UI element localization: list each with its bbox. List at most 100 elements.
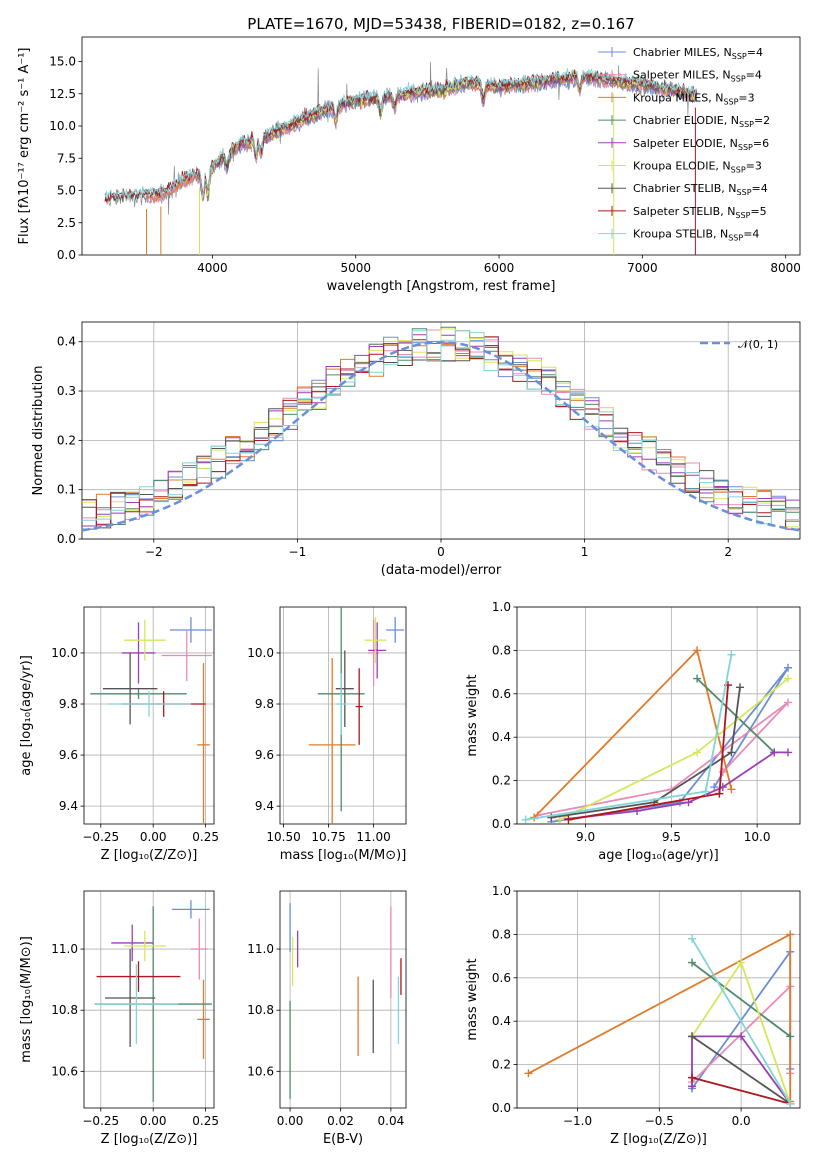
y-tick-label: 11.0 [247,942,274,956]
y-tick-label: 10.0 [247,646,274,660]
y-tick-label: 10.0 [49,119,76,133]
legend-label: Chabrier ELODIE, NSSP=2 [633,114,770,129]
mass-weight-marker [710,783,719,792]
x-axis-label: Z [log₁₀(Z/Z⊙)] [610,1132,707,1147]
age_vs_mass-frame [279,606,407,825]
y-tick-label: 9.6 [255,748,274,762]
x-tick-label: −1 [289,545,307,559]
massweight_vs_age-plot-area [521,646,792,824]
x-tick-label: 10.75 [311,830,345,844]
mass-weight-marker [783,748,792,757]
y-tick-label: 10.6 [247,1064,274,1078]
mass-weight-marker [524,1069,533,1078]
x-tick-label: 4000 [197,261,228,275]
spectrum-panel: 4000 5000 6000 7000 8000 0.0 2.5 5.0 7.5 10.0 12.5… [17,15,801,294]
x-axis-label: (data-model)/error [381,563,502,578]
y-tick-label: 0.0 [492,1101,511,1115]
mass-weight-marker [693,646,702,655]
mass-weight-marker [786,1032,795,1041]
x-tick-label: −0.25 [82,830,119,844]
mass-weight-line [691,1035,791,1105]
mass-weight-marker [521,815,530,824]
mass_vs_Z-panel: −0.25 0.00 0.25 10.6 10.8 11.0 Z [log₁₀(Z/Z⊙)]… [19,890,219,1147]
mass-weight-marker [770,748,779,757]
y-tick-label: 1.0 [492,884,511,898]
y-tick-label: 9.4 [255,799,274,813]
x-tick-label: −1.0 [563,1114,592,1128]
x-axis-label: Z [log₁₀(Z/Z⊙)] [101,1132,198,1147]
age_vs_Z-plot-area [90,617,212,824]
legend-label: Chabrier MILES, NSSP=4 [633,46,763,61]
x-axis-label: Z [log₁₀(Z/Z⊙)] [101,848,198,863]
y-axis-label: mass weight [465,958,480,1040]
y-axis-label: Normed distribution [31,366,46,496]
x-tick-label: 10.0 [744,830,771,844]
y-tick-label: 0.4 [492,730,511,744]
mass-weight-marker [727,748,736,757]
x-tick-label: 10.50 [266,830,300,844]
mass-weight-marker [688,958,697,967]
x-tick-label: 0.25 [192,1114,219,1128]
y-tick-label: 0.3 [57,384,76,398]
mass-weight-marker [735,683,744,692]
y-tick-label: 0.8 [492,643,511,657]
y-tick-label: 10.8 [247,1003,274,1017]
y-tick-label: 10.0 [51,646,78,660]
mass-weight-marker [737,958,746,967]
mass-weight-line [551,667,789,823]
age_vs_mass-panel: 10.50 10.75 11.00 9.4 9.6 9.8 10.0 mass [log₁₀(… [247,606,407,863]
mass-weight-marker [701,787,710,796]
spectrum-frame [81,36,801,256]
x-tick-label: 1 [581,545,589,559]
x-axis-label: E(B-V) [323,1132,363,1147]
legend-label: Salpeter STELIB, NSSP=5 [633,205,767,220]
mass_vs_ebv-frame [279,890,407,1109]
legend-label: Salpeter MILES, NSSP=4 [633,69,762,84]
x-tick-label: 0.00 [140,1114,167,1128]
x-tick-label: 6000 [484,261,515,275]
legend-label: Chabrier STELIB, NSSP=4 [633,182,768,197]
legend-label: Salpeter ELODIE, NSSP=6 [633,137,769,152]
mass-weight-line [691,1035,791,1105]
mass-weight-marker [688,1032,697,1041]
legend-label: 𝒩(0, 1) [738,338,778,351]
mass-weight-marker [727,650,736,659]
massweight_vs_Z-panel: −1.0 −0.5 0.0 0.0 0.2 0.4 0.6 0.8 1.0 Z [log₁₀(Z/… [465,884,801,1147]
massweight_vs_Z-frame [516,890,801,1109]
spectrum-legend: Chabrier MILES, NSSP=4 Salpeter MILES, NS… [598,46,770,243]
age_vs_mass-plot-area [308,607,405,824]
mass-weight-marker [693,674,702,683]
legend-label: Kroupa ELODIE, NSSP=3 [633,160,762,175]
x-tick-label: −0.25 [82,1114,119,1128]
y-tick-label: 9.6 [59,748,78,762]
mass-weight-line [568,685,729,821]
x-tick-label: 0.25 [192,830,219,844]
x-tick-label: 0 [437,545,445,559]
y-tick-label: 11.0 [51,942,78,956]
mass-weight-marker [715,789,724,798]
mass-weight-marker [783,663,792,672]
mass-weight-marker [727,785,736,794]
x-tick-label: 9.0 [576,830,595,844]
y-tick-label: 5.0 [57,184,76,198]
mass-weight-line [559,677,789,821]
x-tick-label: 8000 [770,261,801,275]
y-tick-label: 1.0 [492,600,511,614]
mass-weight-line [551,687,741,819]
y-tick-label: 9.4 [59,799,78,813]
age_vs_mass-grid [280,607,406,824]
mass_vs_Z-plot-area [94,900,212,1102]
y-tick-label: 0.2 [492,1058,511,1072]
x-tick-label: 0.00 [140,830,167,844]
x-axis-label: age [log₁₀(age/yr)] [598,848,719,863]
age_vs_Z-frame [83,606,215,825]
age_vs_Z-panel: −0.25 0.00 0.25 9.4 9.6 9.8 10.0 Z [log₁₀(Z/Z⊙)… [19,606,219,863]
y-tick-label: 12.5 [49,87,76,101]
chart-title: PLATE=1670, MJD=53438, FIBERID=0182, z=0… [247,15,634,33]
legend-label: Kroupa MILES, NSSP=3 [633,91,755,106]
y-tick-label: 0.6 [492,971,511,985]
y-tick-label: 0.4 [492,1014,511,1028]
y-tick-label: 10.6 [51,1064,78,1078]
mass-weight-marker [688,1082,697,1091]
